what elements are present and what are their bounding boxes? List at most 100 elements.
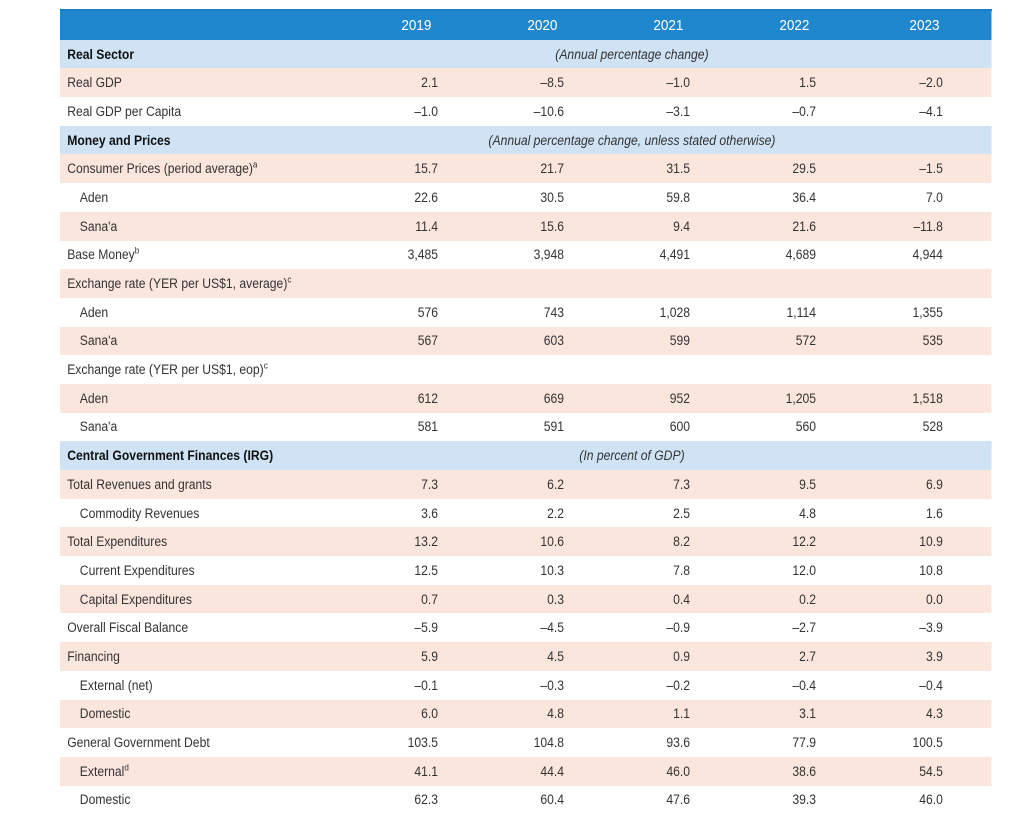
value-cell: 3,485 — [407, 247, 438, 263]
value-cell: 31.5 — [666, 161, 690, 177]
value-cell: 10.6 — [540, 534, 564, 550]
value-cell: 12.2 — [792, 534, 816, 550]
year-header: 2023 — [909, 16, 940, 34]
value-cell: –0.1 — [414, 677, 438, 693]
value-cell: 3.1 — [799, 706, 816, 722]
value-cell: 29.5 — [792, 161, 816, 177]
table-row: Overall Fiscal Balance –5.9 –4.5 –0.9 –2.7 –3… — [60, 613, 992, 642]
value-cell: 1,355 — [912, 304, 943, 320]
value-cell: 10.3 — [540, 562, 564, 578]
table-row: Sana'a 581 591 600 560 528 — [60, 413, 992, 442]
table-row: Financing 5.9 4.5 0.9 2.7 3.9 — [60, 642, 992, 671]
value-cell: –3.1 — [666, 103, 690, 119]
row-label: Overall Fiscal Balance — [60, 620, 353, 635]
value-cell: 4.3 — [925, 706, 943, 722]
value-cell: 591 — [543, 419, 564, 435]
value-cell: 2.7 — [799, 648, 816, 664]
value-cell: –2.0 — [919, 75, 943, 91]
value-cell: –3.9 — [919, 620, 943, 636]
row-label: Externald — [60, 762, 353, 779]
value-cell: 3.6 — [421, 505, 438, 521]
value-cell: 0.4 — [673, 591, 690, 607]
row-label-text: Base Money — [67, 247, 135, 263]
footnote-marker: a — [252, 159, 258, 170]
value-cell: 581 — [417, 419, 438, 435]
value-cell: 47.6 — [666, 792, 690, 808]
value-cell: 7.3 — [421, 476, 438, 492]
row-label: Exchange rate (YER per US$1, average)c — [60, 274, 353, 291]
row-label-text: Sana'a — [79, 419, 118, 435]
value-cell: 9.4 — [673, 218, 690, 234]
table-body: Real Sector (Annual percentage change) Rea… — [60, 39, 992, 815]
footnote-marker: d — [124, 762, 129, 773]
row-label-text: Aden — [79, 189, 109, 205]
footnote-marker: c — [287, 274, 292, 285]
row-label: Capital Expenditures — [60, 592, 353, 607]
table-row: Real GDP per Capita –1.0 –10.6 –3.1 –0.7 –4.1 — [60, 97, 992, 126]
value-cell: 4,944 — [912, 247, 943, 263]
row-label: Aden — [60, 391, 353, 406]
value-cell: 3.9 — [925, 648, 943, 664]
row-label-text: Consumer Prices (period average) — [67, 161, 253, 177]
row-label: Domestic — [60, 792, 353, 807]
year-header: 2019 — [401, 16, 432, 34]
value-cell: 104.8 — [533, 735, 564, 751]
table-row: Total Expenditures 13.2 10.6 8.2 12.2 10.9 — [60, 527, 992, 557]
value-cell: –0.3 — [540, 677, 564, 693]
macro-indicators-table: 2019 2020 2021 2022 2023 Real Sector (Ann… — [60, 9, 992, 814]
value-cell: 13.2 — [414, 534, 438, 550]
value-cell: 7.8 — [673, 562, 690, 578]
row-label-text: Overall Fiscal Balance — [67, 620, 189, 636]
row-label: Aden — [60, 305, 353, 320]
row-label: Consumer Prices (period average)a — [60, 159, 353, 177]
table-row: General Government Debt 103.5 104.8 93.6 77.… — [60, 728, 992, 757]
year-header: 2020 — [527, 16, 558, 34]
row-label-text: Domestic — [79, 706, 131, 722]
row-label: Sana'a — [60, 333, 353, 348]
value-cell: 8.2 — [673, 534, 690, 550]
section-title: Real Sector — [67, 46, 135, 62]
section-unit-note: (In percent of GDP) — [579, 448, 685, 464]
value-cell: 54.5 — [919, 763, 943, 779]
top-rule — [60, 9, 992, 11]
table-row: Aden 576 743 1,028 1,114 1,355 — [60, 298, 992, 327]
row-label-text: Total Revenues and grants — [67, 476, 212, 492]
value-cell: 12.0 — [792, 562, 816, 578]
value-cell: 600 — [669, 419, 690, 435]
table-row: Real GDP 2.1 –8.5 –1.0 1.5 –2.0 — [60, 68, 992, 98]
table-row: Sana'a 11.4 15.6 9.4 21.6 –11.8 — [60, 211, 992, 241]
value-cell: –4.5 — [540, 620, 564, 636]
value-cell: –11.8 — [913, 218, 943, 234]
row-label: External (net) — [60, 678, 353, 693]
value-cell: 603 — [543, 333, 564, 349]
value-cell: 46.0 — [919, 792, 943, 808]
row-label: Exchange rate (YER per US$1, eop)c — [60, 361, 353, 377]
row-label: Sana'a — [60, 419, 353, 434]
value-cell: –1.0 — [666, 75, 690, 91]
table-row: Domestic 62.3 60.4 47.6 39.3 46.0 — [60, 786, 992, 815]
row-label: Aden — [60, 190, 353, 205]
value-cell: 952 — [669, 390, 690, 406]
value-cell: –0.4 — [792, 677, 816, 693]
value-cell: 0.9 — [673, 648, 690, 664]
value-cell: 1,205 — [785, 390, 816, 406]
value-cell: –8.5 — [540, 75, 564, 91]
value-cell: 7.0 — [925, 189, 943, 205]
row-label-text: Total Expenditures — [67, 534, 168, 550]
row-label: Current Expenditures — [60, 563, 353, 578]
value-cell: 10.9 — [919, 534, 943, 550]
row-label-text: Sana'a — [79, 218, 118, 234]
row-label-text: Capital Expenditures — [79, 591, 192, 607]
value-cell: 46.0 — [666, 763, 690, 779]
value-cell: 1.6 — [925, 505, 943, 521]
table-row: Domestic 6.0 4.8 1.1 3.1 4.3 — [60, 699, 992, 729]
row-label-text: Current Expenditures — [79, 562, 195, 578]
row-label-text: Aden — [79, 390, 109, 406]
section-row: Real Sector (Annual percentage change) — [60, 39, 992, 69]
value-cell: 4.8 — [799, 505, 816, 521]
value-cell: 1,114 — [786, 304, 816, 320]
value-cell: 2.2 — [547, 505, 564, 521]
section-unit-note: (Annual percentage change, unless stated… — [488, 132, 776, 148]
section-title: Money and Prices — [67, 132, 171, 148]
value-cell: 0.7 — [421, 591, 438, 607]
